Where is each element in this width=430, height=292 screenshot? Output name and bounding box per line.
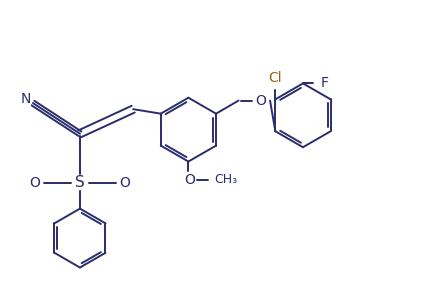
Text: O: O [184,173,195,187]
Text: N: N [20,92,31,106]
Text: F: F [320,77,328,91]
Text: O: O [255,93,267,107]
Text: Cl: Cl [268,71,282,85]
Text: O: O [30,176,40,190]
Text: O: O [120,176,130,190]
Text: CH₃: CH₃ [215,173,238,187]
Text: S: S [75,175,85,190]
